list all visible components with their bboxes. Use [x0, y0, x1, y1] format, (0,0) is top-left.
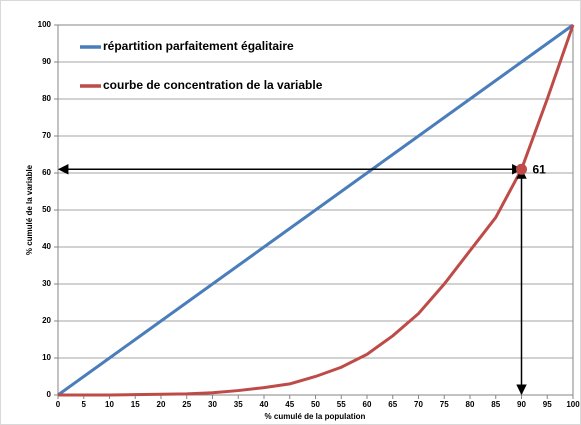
- annotation-label: 61: [533, 162, 547, 176]
- x-tick-label: 45: [285, 400, 294, 409]
- x-tick-label: 95: [543, 400, 552, 409]
- x-tick-label: 60: [363, 400, 372, 409]
- x-tick-label: 75: [440, 400, 449, 409]
- y-tick-label: 50: [42, 205, 51, 214]
- x-tick-label: 50: [311, 400, 320, 409]
- x-tick-label: 25: [182, 400, 191, 409]
- x-tick-label: 80: [466, 400, 475, 409]
- y-tick-label: 0: [47, 390, 52, 399]
- y-tick-label: 40: [42, 242, 51, 251]
- x-axis-label: % cumulé de la population: [265, 412, 366, 421]
- x-tick-label: 85: [491, 400, 500, 409]
- y-axis-label: % cumulé de la variable: [25, 164, 34, 255]
- x-tick-label: 5: [82, 400, 87, 409]
- x-tick-label: 35: [234, 400, 243, 409]
- x-tick-label: 10: [105, 400, 114, 409]
- y-tick-label: 60: [42, 168, 51, 177]
- y-tick-label: 70: [42, 131, 51, 140]
- x-tick-label: 0: [56, 400, 61, 409]
- series-line: [57, 23, 574, 397]
- x-tick-label: 70: [414, 400, 423, 409]
- x-tick-label: 55: [337, 400, 346, 409]
- y-tick-label: 90: [42, 57, 51, 66]
- legend-label: répartition parfaitement égalitaire: [103, 39, 294, 53]
- y-tick-label: 30: [42, 279, 51, 288]
- legend-label: courbe de concentration de la variable: [103, 78, 323, 92]
- y-tick-label: 80: [42, 94, 51, 103]
- x-tick-label: 30: [208, 400, 217, 409]
- y-tick-label: 10: [42, 353, 51, 362]
- x-tick-label: 100: [566, 400, 580, 409]
- annotation-point: [516, 163, 527, 175]
- y-tick-label: 20: [42, 316, 51, 325]
- x-tick-label: 40: [260, 400, 269, 409]
- x-tick-label: 20: [157, 400, 166, 409]
- series-line: [58, 24, 575, 397]
- x-tick-label: 65: [388, 400, 397, 409]
- x-tick-label: 90: [517, 400, 526, 409]
- x-tick-label: 15: [131, 400, 140, 409]
- y-tick-label: 100: [38, 20, 52, 29]
